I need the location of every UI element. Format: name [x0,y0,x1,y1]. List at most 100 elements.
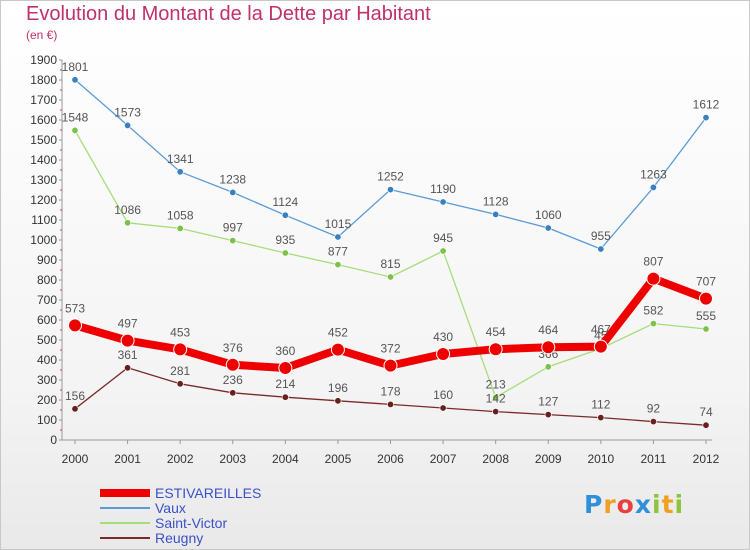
chart-title: Evolution du Montant de la Dette par Hab… [26,3,431,25]
data-point-vaux [597,245,605,253]
data-label-estivareilles: 360 [275,344,295,358]
data-point-reugny [176,380,184,388]
x-tick-label: 2001 [114,452,141,466]
data-point-saint-victor [176,224,184,232]
data-label-reugny: 196 [328,381,348,395]
data-label-vaux: 1190 [430,182,456,196]
data-point-estivareilles [120,333,135,348]
data-label-saint-victor: 1548 [62,110,89,124]
y-tick-label: 300 [37,373,57,387]
legend-label-estivareilles: ESTIVAREILLES [155,485,261,501]
data-point-estivareilles [488,342,503,357]
data-label-saint-victor: 945 [433,231,453,245]
x-tick-label: 2002 [167,452,194,466]
proxiti-logo: Proxiti [584,490,684,519]
data-label-estivareilles: 464 [538,323,558,337]
y-tick-label: 1900 [30,53,57,67]
y-tick-label: 500 [37,333,57,347]
legend-label-saint-victor: Saint-Victor [155,515,227,531]
legend-label-reugny: Reugny [155,530,203,546]
data-label-vaux: 1238 [219,172,246,186]
data-point-vaux [124,121,132,129]
data-label-saint-victor: 877 [328,245,348,259]
data-label-reugny: 74 [699,405,713,419]
data-point-estivareilles [383,358,398,373]
data-label-vaux: 1801 [62,60,89,74]
data-label-estivareilles: 453 [170,325,190,339]
data-point-vaux [702,114,710,122]
y-tick-label: 1700 [30,93,57,107]
data-label-saint-victor: 997 [223,221,243,235]
x-tick-label: 2010 [587,452,614,466]
data-label-saint-victor: 1086 [114,203,141,217]
data-point-saint-victor [71,126,79,134]
x-tick-label: 2008 [482,452,509,466]
data-point-reugny [386,400,394,408]
data-label-saint-victor: 935 [275,233,295,247]
data-point-vaux [492,210,500,218]
data-point-saint-victor [124,219,132,227]
data-point-estivareilles [436,347,451,361]
data-label-vaux: 1263 [640,167,667,181]
data-point-reugny [124,364,132,372]
data-label-estivareilles: 807 [643,255,663,269]
y-tick-label: 1800 [30,73,57,87]
logo-letter: i [652,490,662,519]
y-tick-label: 700 [37,293,57,307]
data-label-saint-victor: 815 [380,257,400,271]
data-label-reugny: 361 [118,348,138,362]
x-tick-label: 2006 [377,452,404,466]
data-label-reugny: 236 [223,373,243,387]
y-tick-label: 1500 [30,133,57,147]
data-label-vaux: 1015 [325,217,352,231]
x-tick-label: 2005 [325,452,352,466]
data-point-estivareilles [278,361,293,375]
data-point-vaux [649,183,657,191]
data-label-estivareilles: 573 [65,301,85,315]
data-label-vaux: 1341 [167,152,194,166]
data-point-saint-victor [229,237,237,245]
data-point-saint-victor [492,393,500,401]
logo-letter: r [603,490,617,519]
data-point-estivareilles [173,342,188,357]
y-tick-label: 400 [37,353,57,367]
data-label-estivareilles: 452 [328,326,348,340]
x-tick-label: 2003 [219,452,246,466]
data-point-vaux [281,211,289,219]
data-label-estivareilles: 707 [696,275,716,289]
logo-letter: o [616,490,635,519]
data-point-reugny [229,389,237,397]
data-point-vaux [229,188,237,196]
y-tick-label: 800 [37,273,57,287]
logo-letter: P [584,490,604,519]
data-label-reugny: 214 [275,377,295,391]
data-point-reugny [281,393,289,401]
data-point-reugny [649,418,657,426]
legend-label-vaux: Vaux [155,500,186,516]
x-tick-label: 2004 [272,452,299,466]
data-label-estivareilles: 430 [433,330,453,344]
data-label-estivareilles: 372 [380,342,400,356]
data-point-estivareilles [646,271,661,286]
data-label-vaux: 1612 [693,98,720,112]
x-tick-label: 2012 [693,452,720,466]
data-point-reugny [334,397,342,405]
data-label-vaux: 955 [591,229,611,243]
data-point-reugny [702,421,710,429]
data-point-saint-victor [334,261,342,269]
logo-letter: i [674,490,685,519]
data-label-estivareilles: 497 [118,317,138,331]
data-point-vaux [71,76,79,84]
data-label-reugny: 142 [486,392,506,406]
data-label-saint-victor: 582 [643,304,663,318]
y-tick-label: 0 [50,433,57,447]
data-point-reugny [492,408,500,416]
y-tick-label: 1600 [30,113,57,127]
y-tick-label: 100 [37,413,57,427]
data-point-estivareilles [593,339,608,354]
data-label-vaux: 1573 [114,105,141,119]
data-point-vaux [386,186,394,194]
